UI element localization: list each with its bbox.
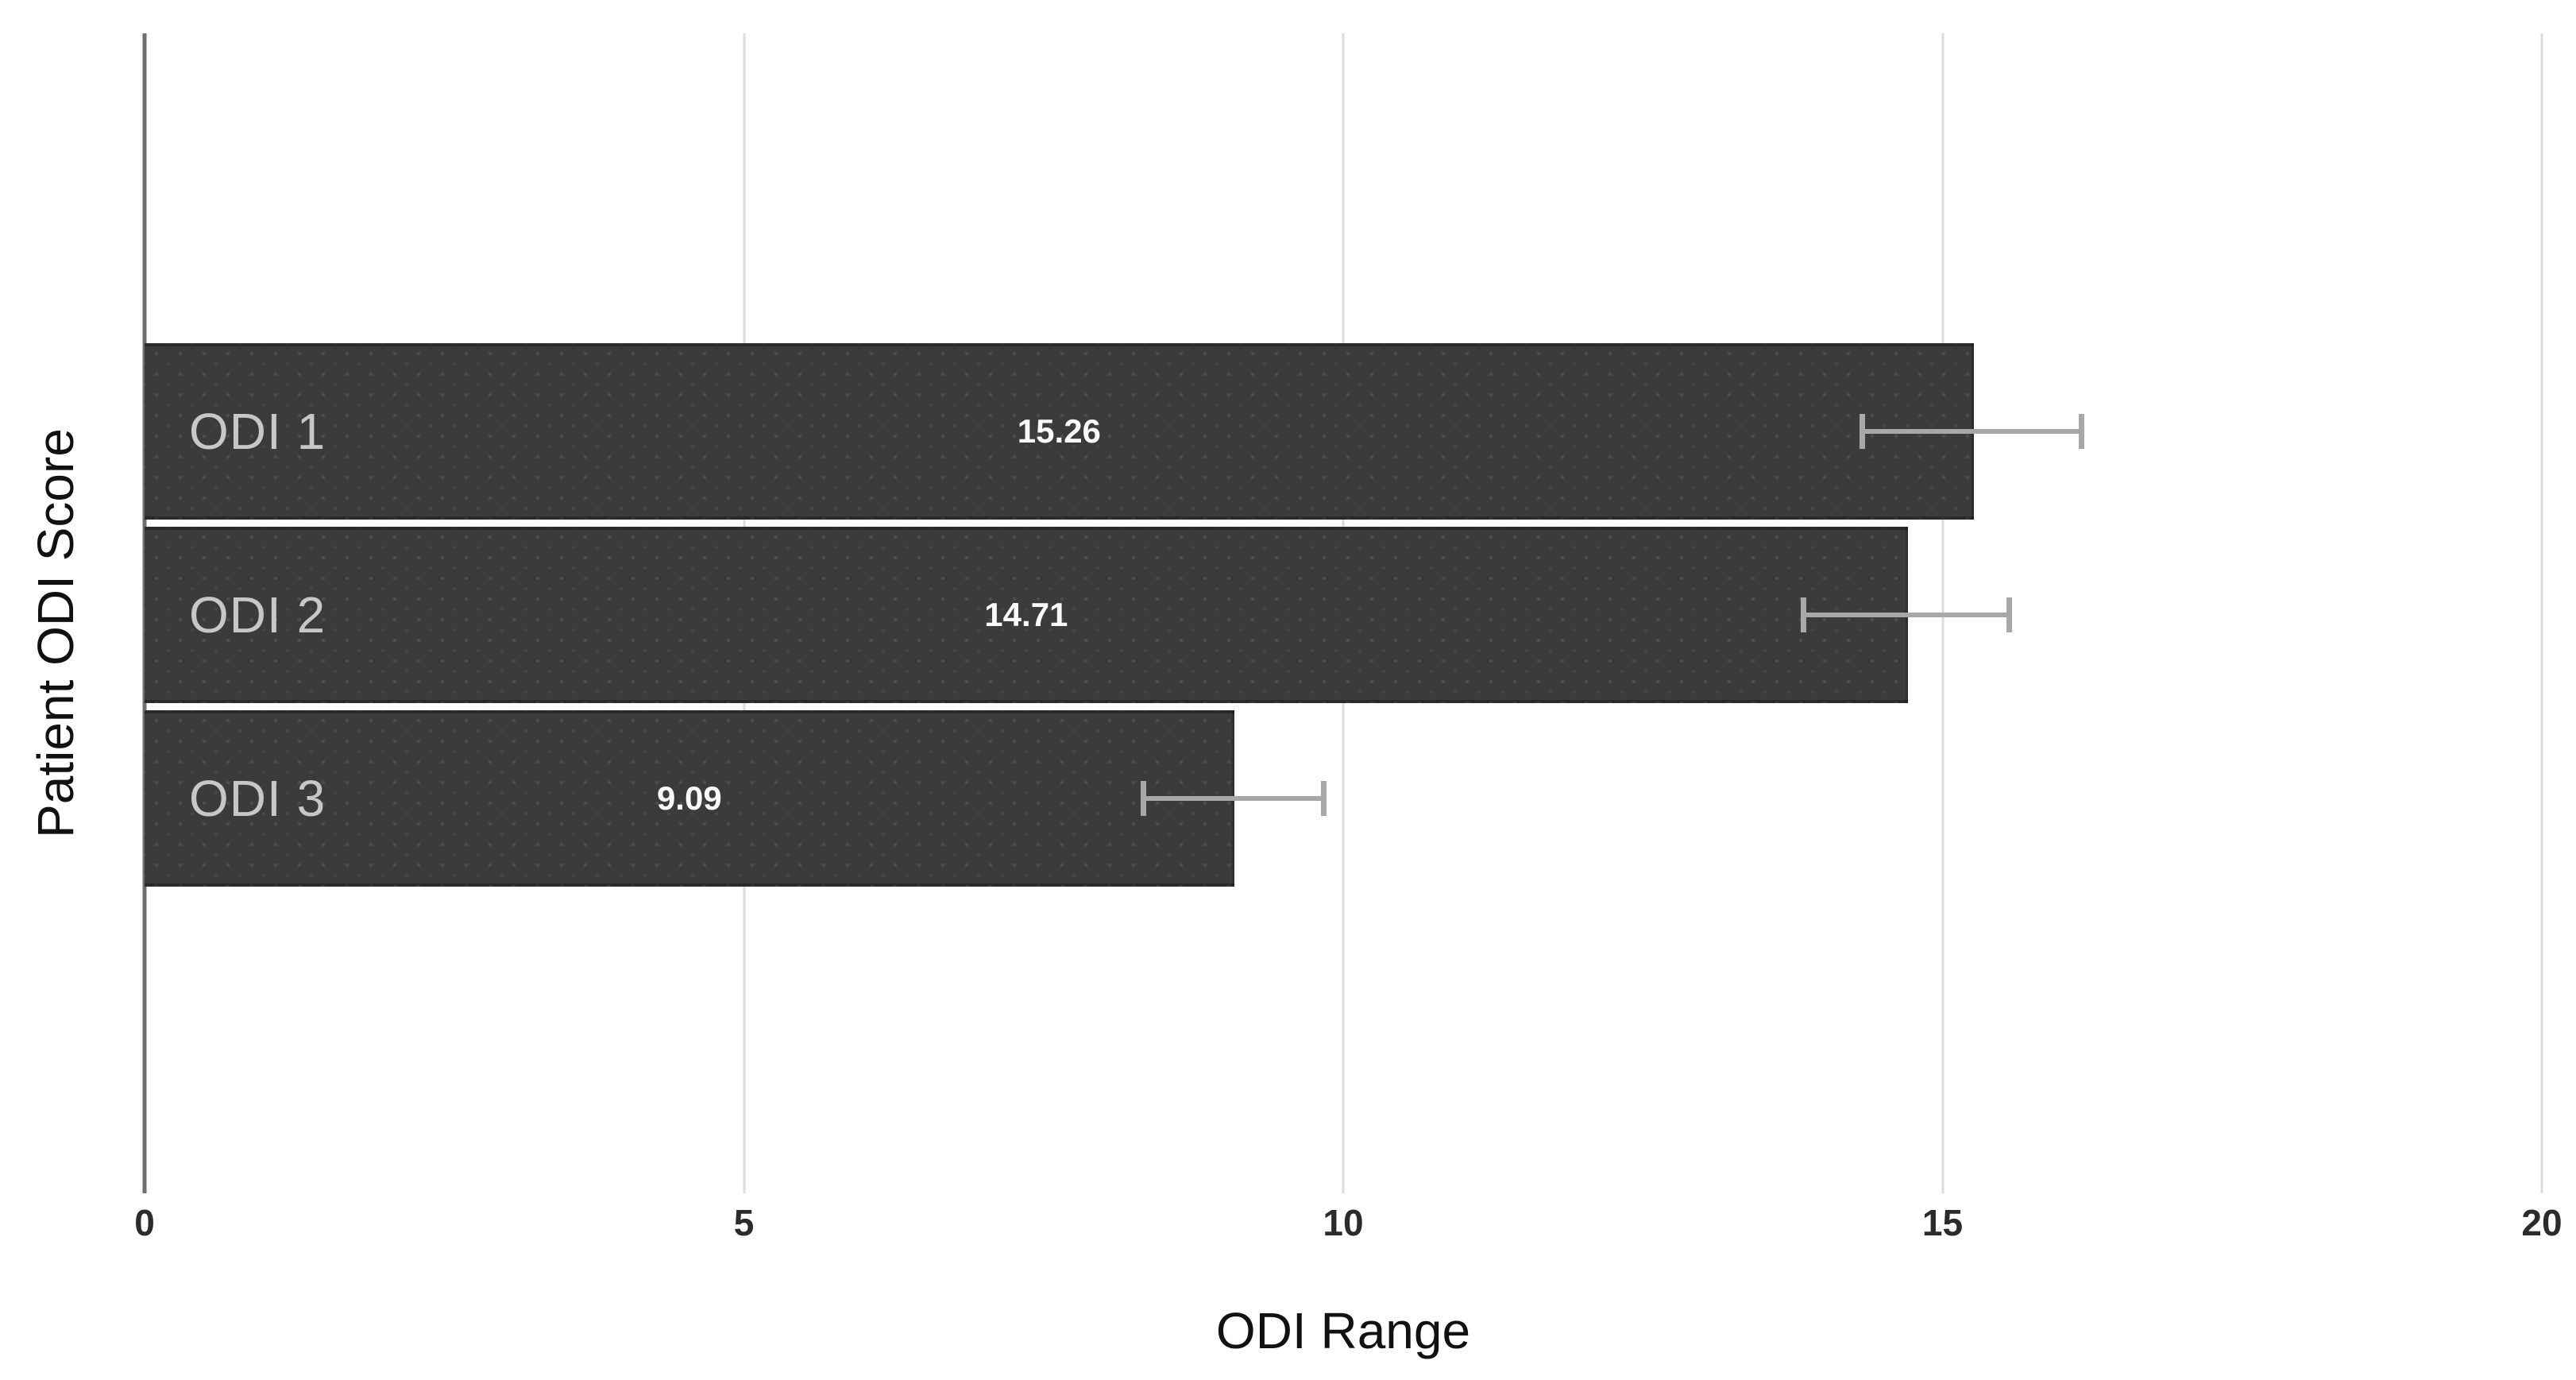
x-axis-title: ODI Range xyxy=(1215,1302,1471,1359)
gridline-20 xyxy=(2540,33,2543,1193)
bar-row-odi-2: ODI 2 14.71 xyxy=(145,527,2576,703)
error-bar-cap-right xyxy=(1320,781,1327,816)
x-tick-10: 10 xyxy=(1323,1202,1364,1243)
bar-odi-1: ODI 1 15.26 xyxy=(145,343,1974,520)
value-label: 14.71 xyxy=(984,596,1068,633)
error-bar-cap-right xyxy=(2006,597,2013,632)
bar-row-odi-3: ODI 3 9.09 xyxy=(145,710,2576,887)
category-label: ODI 2 xyxy=(189,586,326,644)
error-bar-odi-3 xyxy=(1140,781,1327,816)
x-tick-0: 0 xyxy=(134,1202,155,1243)
value-label: 15.26 xyxy=(1017,412,1101,450)
x-tick-20: 20 xyxy=(2521,1202,2562,1243)
bar-row-odi-1: ODI 1 15.26 xyxy=(145,343,2576,520)
error-bar-cap-left xyxy=(1860,414,1866,449)
bar-odi-3: ODI 3 9.09 xyxy=(145,710,1234,887)
category-label: ODI 1 xyxy=(189,403,326,460)
category-label: ODI 3 xyxy=(189,770,326,827)
error-bar-cap-left xyxy=(1801,597,1807,632)
x-tick-5: 5 xyxy=(733,1202,755,1243)
error-bar-cap-right xyxy=(2078,414,2084,449)
y-axis-title: Patient ODI Score xyxy=(27,428,84,838)
error-bar-odi-2 xyxy=(1801,597,2013,632)
error-bar-cap-left xyxy=(1140,781,1146,816)
x-tick-15: 15 xyxy=(1921,1202,1964,1243)
error-bar-odi-1 xyxy=(1860,414,2084,449)
value-label: 9.09 xyxy=(656,779,722,817)
bar-odi-2: ODI 2 14.71 xyxy=(145,527,1908,703)
